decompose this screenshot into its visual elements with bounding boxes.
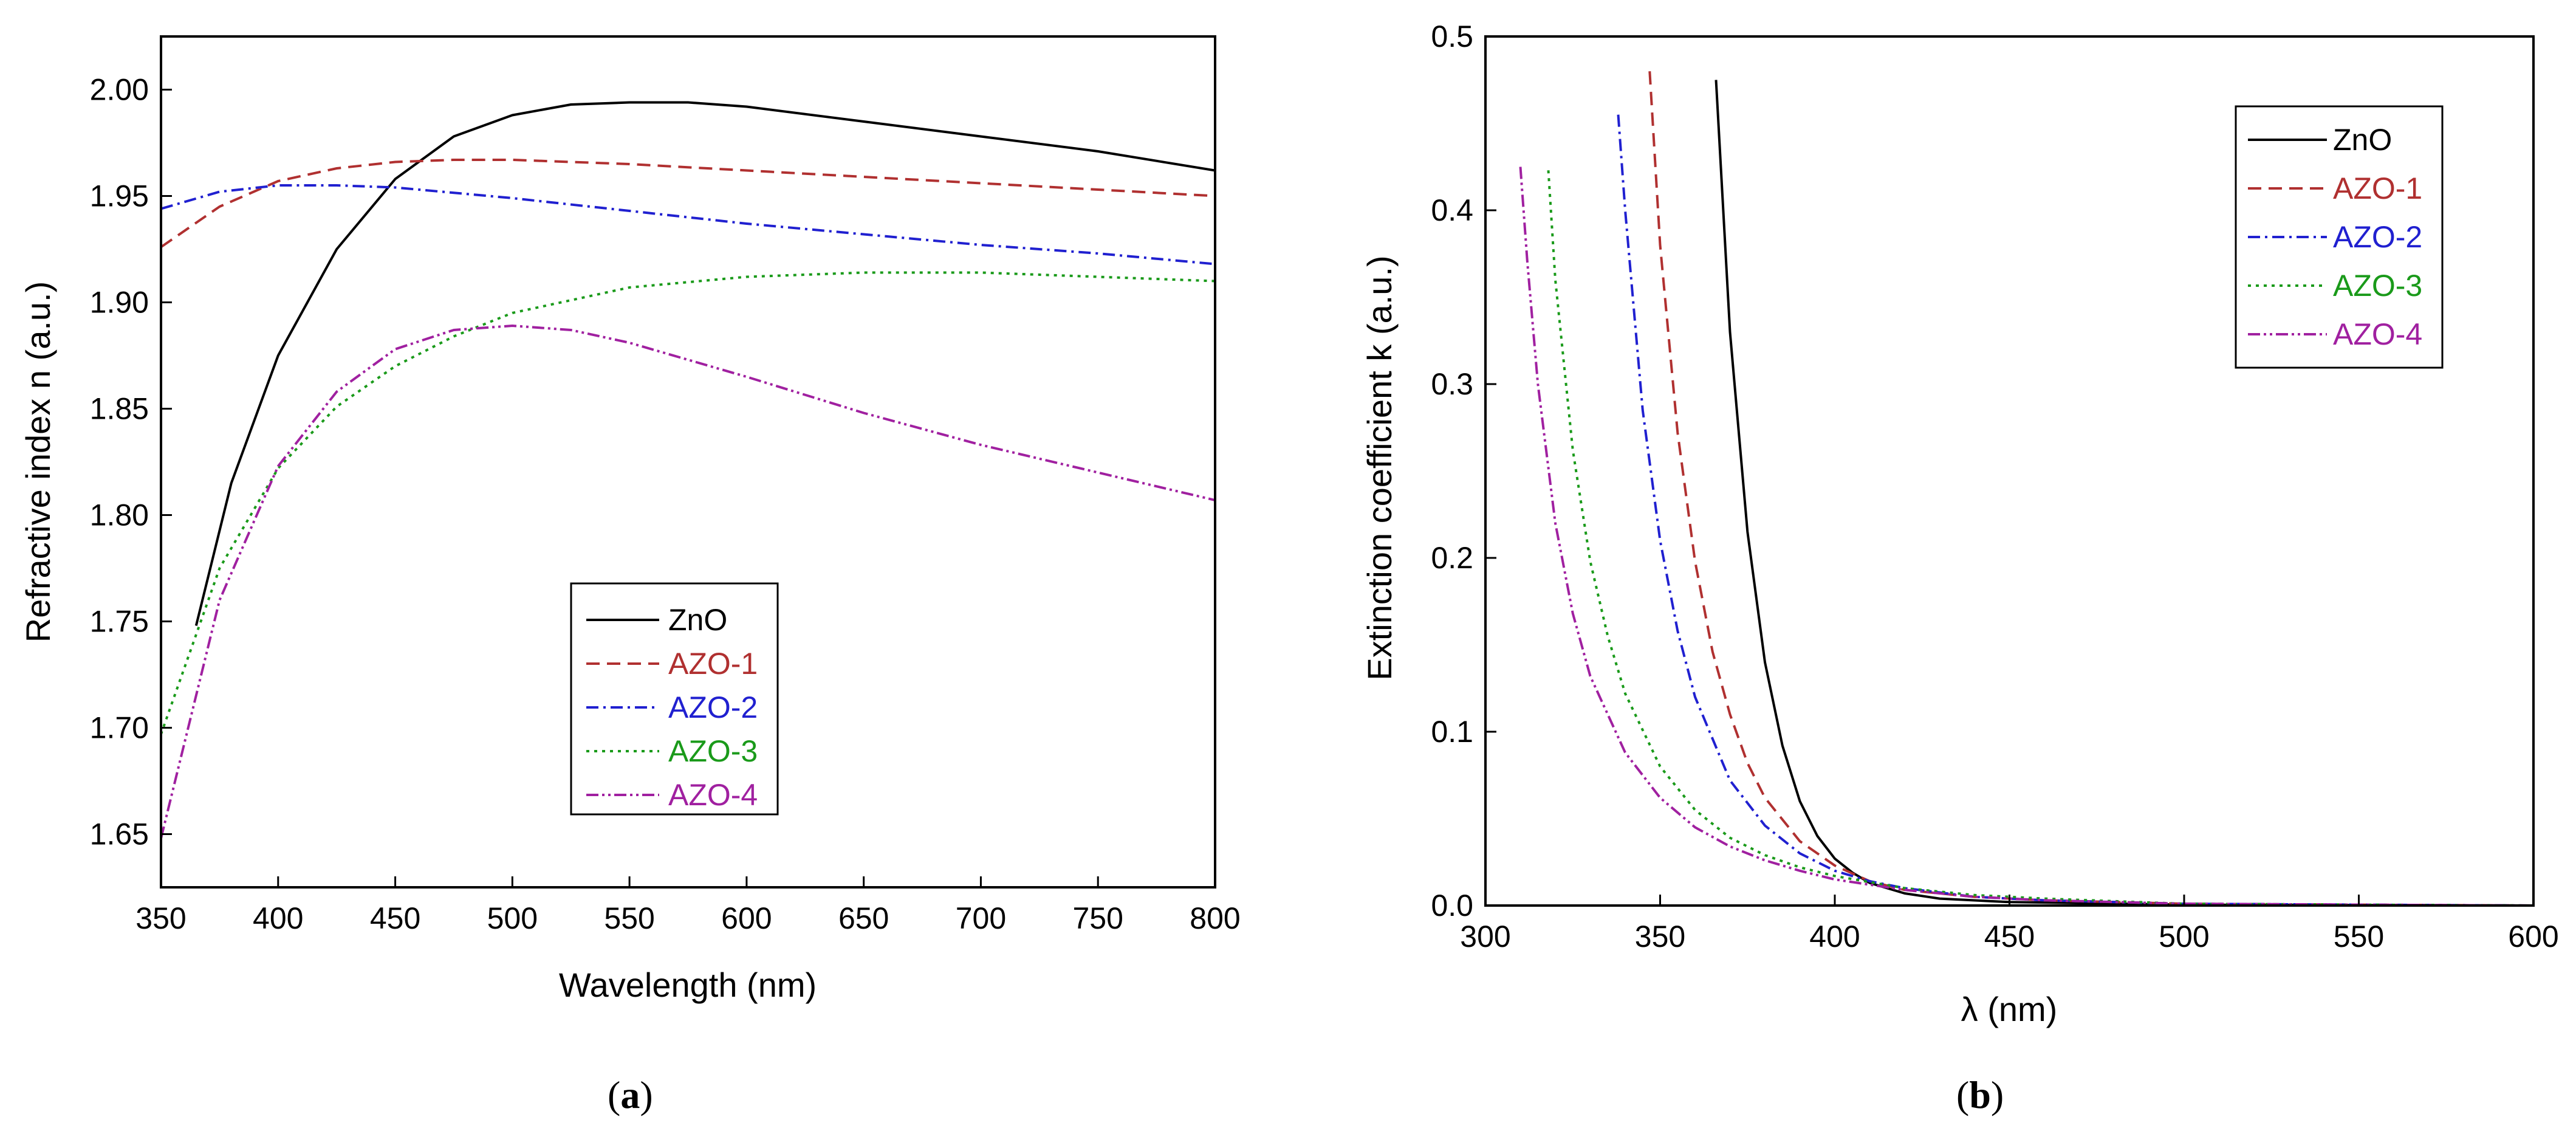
chart-b-legend-label-azo-2: AZO-2 — [2333, 220, 2422, 254]
chart-a-plot-frame — [160, 35, 1216, 889]
chart-a-ytick-label: 1.80 — [90, 498, 149, 532]
chart-b-ylabel: Extinction coefficient k (a.u.) — [1360, 255, 1399, 680]
chart-a-ytick-label: 1.90 — [90, 286, 149, 320]
chart-a-xtick-label: 750 — [1073, 901, 1123, 935]
chart-b-xtick-label: 450 — [1984, 920, 2035, 954]
chart-b-series-zno — [1714, 80, 2533, 906]
chart-a-ytick-label: 1.95 — [90, 179, 149, 213]
chart-b-series-azo-4 — [1519, 167, 2533, 906]
chart-b-ytick-label: 0.0 — [1431, 889, 1473, 923]
chart-a-ytick-label: 1.85 — [90, 392, 149, 426]
chart-a-xlabel: Wavelength (nm) — [559, 966, 817, 1004]
chart-b-xtick-label: 550 — [2334, 920, 2384, 954]
chart-a-ytick-label: 1.75 — [90, 605, 149, 639]
panel-label-b: (b) — [1956, 1073, 2004, 1116]
chart-b-legend-box — [2235, 105, 2444, 369]
chart-a-series-azo-2 — [161, 184, 1215, 266]
chart-a-ytick-label: 1.70 — [90, 711, 149, 745]
chart-b-legend: ZnO AZO-1 AZO-2 AZO-3 AZO-4 — [2235, 105, 2444, 369]
chart-a-xtick-label: 400 — [253, 901, 303, 935]
chart-b-ytick-label: 0.1 — [1431, 715, 1473, 749]
chart-a-series-azo-3 — [161, 271, 1215, 735]
chart-a: 350 400 450 500 550 600 650 700 750 800 1.65 1.70 1.… — [19, 35, 1241, 1004]
chart-a-ytick-label: 2.00 — [90, 73, 149, 107]
chart-b-xtick-label: 300 — [1460, 920, 1510, 954]
chart-b-ytick-label: 0.3 — [1431, 367, 1473, 401]
chart-a-legend-box — [570, 582, 779, 816]
chart-b-legend-label-azo-1: AZO-1 — [2333, 171, 2422, 205]
chart-a-xtick-label: 500 — [487, 901, 538, 935]
chart-a-legend-label-azo-1: AZO-1 — [668, 647, 758, 681]
chart-a-legend-label-azo-3: AZO-3 — [668, 734, 758, 768]
chart-b-legend-label-zno: ZnO — [2333, 123, 2392, 157]
chart-b: 300 350 400 450 500 550 6000.00.10.20.30.40.5 … — [1360, 19, 2559, 1028]
chart-b-xtick-label: 350 — [1635, 920, 1685, 954]
chart-a-series-zno — [194, 101, 1215, 626]
chart-b-ytick-label: 0.2 — [1431, 541, 1473, 575]
chart-b-series-azo-3 — [1547, 170, 2533, 906]
chart-b-xlabel: λ (nm) — [1961, 990, 2058, 1028]
chart-a-ytick-label: 1.65 — [90, 817, 149, 851]
chart-a-legend-label-azo-4: AZO-4 — [668, 778, 758, 812]
chart-a-series-azo-4 — [161, 325, 1215, 839]
chart-b-ytick-label: 0.4 — [1431, 193, 1473, 227]
chart-a-xtick-label: 800 — [1190, 901, 1240, 935]
chart-a-xtick-label: 550 — [604, 901, 654, 935]
chart-a-xtick-label: 350 — [135, 901, 186, 935]
panel-label-a-letter: a — [620, 1073, 640, 1116]
chart-b-legend-label-azo-4: AZO-4 — [2333, 317, 2422, 351]
chart-b-legend-label-azo-3: AZO-3 — [2333, 269, 2422, 303]
chart-a-legend-label-azo-2: AZO-2 — [668, 690, 758, 724]
chart-b-ytick-label: 0.5 — [1431, 19, 1473, 53]
panel-label-b-letter: b — [1969, 1073, 1991, 1116]
chart-b-xtick-label: 500 — [2159, 920, 2209, 954]
chart-a-ylabel: Refractive index n (a.u.) — [19, 281, 57, 642]
chart-a-xtick-label: 700 — [956, 901, 1006, 935]
chart-a-legend-label-zno: ZnO — [668, 603, 727, 637]
chart-a-xtick-label: 450 — [370, 901, 420, 935]
chart-b-xtick-label: 400 — [1809, 920, 1860, 954]
chart-a-legend: ZnO AZO-1 AZO-2 AZO-3 AZO-4 — [570, 582, 779, 816]
chart-a-xtick-label: 650 — [838, 901, 889, 935]
panel-label-a: (a) — [608, 1073, 653, 1116]
chart-a-xtick-label: 600 — [721, 901, 772, 935]
chart-a-series-azo-1 — [161, 159, 1215, 249]
chart-b-xtick-label: 600 — [2508, 920, 2558, 954]
